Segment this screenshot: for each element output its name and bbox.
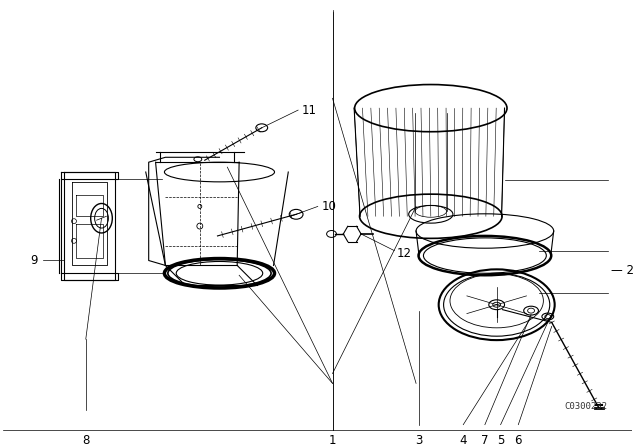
Text: 1: 1	[329, 434, 336, 447]
Text: 8: 8	[82, 434, 90, 447]
Text: C0300232: C0300232	[564, 402, 608, 411]
Text: 5: 5	[497, 434, 504, 447]
Text: 11: 11	[302, 103, 317, 116]
Text: 3: 3	[415, 434, 422, 447]
Text: — 2: — 2	[611, 264, 634, 277]
Text: 12: 12	[396, 247, 412, 260]
Text: 6: 6	[515, 434, 522, 447]
Text: 4: 4	[460, 434, 467, 447]
Text: 10: 10	[322, 200, 337, 213]
Text: 7: 7	[481, 434, 488, 447]
Text: 9: 9	[30, 254, 38, 267]
